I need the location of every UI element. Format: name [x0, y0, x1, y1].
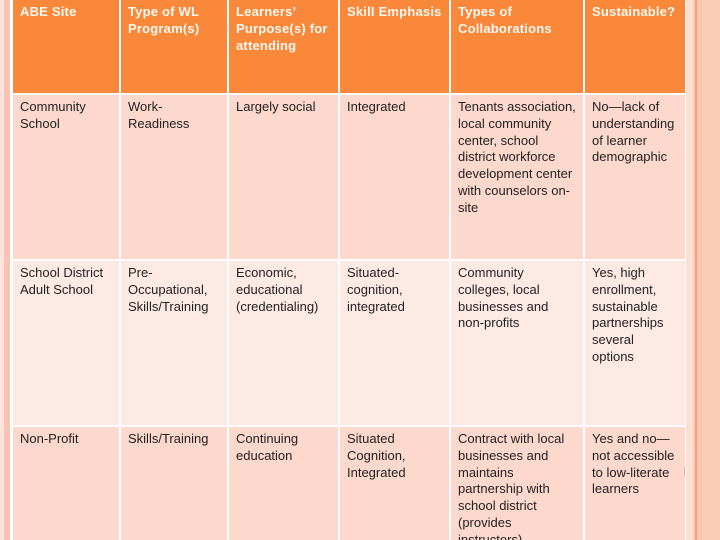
header-learner-purpose: Learners’ Purpose(s) for attending	[229, 0, 338, 93]
left-decor-stripe	[4, 0, 10, 540]
cell-abe-site: School District Adult School	[13, 261, 119, 425]
table-row: School District Adult School Pre-Occupat…	[13, 261, 685, 425]
right-decor-border	[686, 0, 720, 540]
cell-program-type: Pre-Occupational, Skills/Training	[121, 261, 227, 425]
cell-collaborations: Tenants association, local community cen…	[451, 95, 583, 259]
cell-skill-emphasis: Situated Cognition, Integrated	[340, 427, 449, 540]
table-row: Community School Work-Readiness Largely …	[13, 95, 685, 259]
cell-learner-purpose: Continuing education	[229, 427, 338, 540]
cell-skill-emphasis: Integrated	[340, 95, 449, 259]
cell-collaborations: Contract with local businesses and maint…	[451, 427, 583, 540]
header-skill-emphasis: Skill Emphasis	[340, 0, 449, 93]
header-abe-site: ABE Site	[13, 0, 119, 93]
cell-skill-emphasis: Situated-cognition, integrated	[340, 261, 449, 425]
cell-collaborations: Community colleges, local businesses and…	[451, 261, 583, 425]
text-cursor-mark	[684, 467, 685, 475]
cell-learner-purpose: Economic, educational (credentialing)	[229, 261, 338, 425]
table-header-row: ABE Site Type of WL Program(s) Learners’…	[13, 0, 685, 93]
cell-learner-purpose: Largely social	[229, 95, 338, 259]
left-decor-strip	[0, 0, 4, 540]
header-collaborations: Types of Collaborations	[451, 0, 583, 93]
right-decor-pale-band	[686, 0, 693, 540]
workplace-literacy-comparison-table: ABE Site Type of WL Program(s) Learners’…	[11, 0, 687, 540]
cell-sustainable: No—lack of understanding of learner demo…	[585, 95, 685, 259]
header-program-type: Type of WL Program(s)	[121, 0, 227, 93]
header-sustainable: Sustainable?	[585, 0, 685, 93]
cell-abe-site: Non-Profit	[13, 427, 119, 540]
cell-abe-site: Community School	[13, 95, 119, 259]
cell-program-type: Skills/Training	[121, 427, 227, 540]
cell-program-type: Work-Readiness	[121, 95, 227, 259]
right-decor-band	[697, 0, 702, 540]
cell-sustainable: Yes, high enrollment, sustainable partne…	[585, 261, 685, 425]
right-decor-line	[695, 0, 697, 540]
cell-sustainable: Yes and no—not accessible to low-literat…	[585, 427, 685, 540]
table-row: Non-Profit Skills/Training Continuing ed…	[13, 427, 685, 540]
